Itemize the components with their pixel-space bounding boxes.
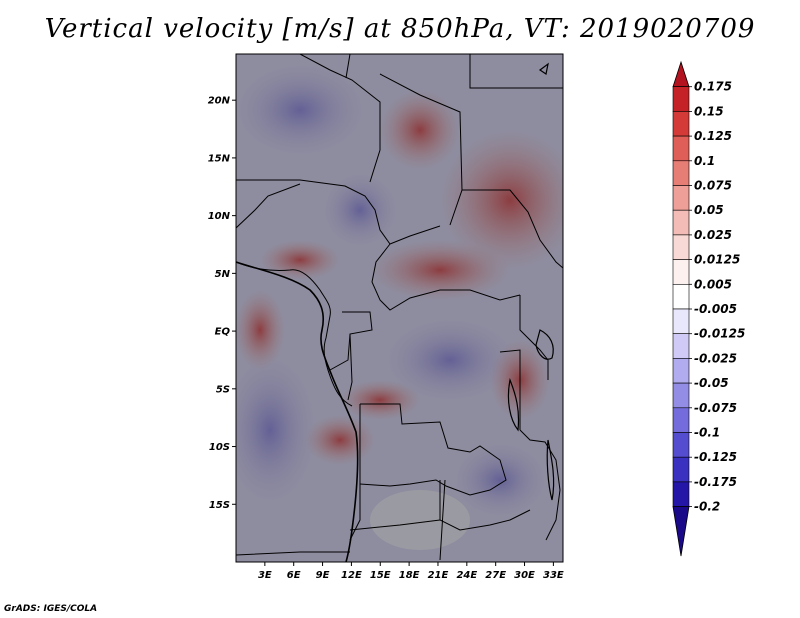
colorbar-label: 0.075 xyxy=(694,179,732,193)
x-tick-label: 30E xyxy=(514,570,535,581)
grads-credit: GrADS: IGES/COLA xyxy=(4,604,98,614)
colorbar-swatch xyxy=(672,234,690,260)
colorbar-swatch xyxy=(672,111,690,137)
colorbar: 0.175 0.15 0.125 0.1 0.075 0.05 0.025 0.0125 0.0… xyxy=(672,60,745,557)
country-borders xyxy=(236,54,563,561)
x-axis: 3E 6E 9E 12E 15E 18E 21E 24E 27E 30E 33E xyxy=(258,562,564,581)
colorbar-swatch xyxy=(672,333,690,359)
x-tick-label: 3E xyxy=(258,570,272,581)
x-tick-label: 21E xyxy=(428,570,449,581)
colorbar-swatch xyxy=(672,160,690,186)
colorbar-swatch xyxy=(672,86,690,112)
colorbar-label: -0.175 xyxy=(694,475,737,489)
plot-frame xyxy=(235,53,564,563)
colorbar-label: 0.1 xyxy=(694,154,715,168)
colorbar-label: -0.0125 xyxy=(694,327,745,341)
colorbar-swatch xyxy=(672,481,690,507)
colorbar-max-arrow xyxy=(672,60,690,88)
colorbar-label: -0.025 xyxy=(694,351,737,365)
colorbar-swatch xyxy=(672,135,690,162)
colorbar-label: 0.005 xyxy=(694,277,732,291)
y-tick-label: 20N xyxy=(208,96,231,107)
y-axis: 20N 15N 10N 5N EQ 5S 10S 15S xyxy=(208,96,236,511)
colorbar-swatch xyxy=(672,456,690,483)
colorbar-label: 0.025 xyxy=(694,228,732,242)
coastline xyxy=(236,261,359,562)
colorbar-min-arrow xyxy=(672,506,690,557)
colorbar-swatch xyxy=(672,308,690,335)
colorbar-label: -0.2 xyxy=(694,500,720,514)
y-tick-label: 5S xyxy=(216,384,230,395)
colorbar-swatch xyxy=(672,432,690,458)
colorbar-label: -0.005 xyxy=(694,302,737,316)
colorbar-swatch xyxy=(672,185,690,211)
x-tick-label: 33E xyxy=(543,570,564,581)
x-tick-label: 18E xyxy=(399,570,420,581)
y-tick-label: 10S xyxy=(209,442,230,453)
colorbar-label: 0.175 xyxy=(694,80,732,94)
colorbar-label: -0.1 xyxy=(694,426,720,440)
colorbar-swatch xyxy=(672,358,690,384)
colorbar-label: 0.0125 xyxy=(694,253,740,267)
colorbar-swatch xyxy=(672,407,690,433)
colorbar-swatch xyxy=(672,382,690,409)
x-tick-label: 9E xyxy=(316,570,330,581)
map-field xyxy=(236,54,563,562)
lakes xyxy=(507,62,555,501)
colorbar-swatch xyxy=(672,283,690,310)
y-tick-label: 15N xyxy=(208,153,231,164)
x-tick-label: 6E xyxy=(287,570,301,581)
colorbar-label: -0.05 xyxy=(694,376,729,390)
y-tick-label: 5N xyxy=(215,269,231,280)
colorbar-swatch xyxy=(672,209,690,236)
chart-title: Vertical velocity [m/s] at 850hPa, VT: 2… xyxy=(44,14,756,44)
colorbar-label: 0.125 xyxy=(694,129,732,143)
y-tick-label: EQ xyxy=(215,327,231,338)
x-tick-label: 15E xyxy=(370,570,391,581)
colorbar-label: 0.05 xyxy=(694,203,724,217)
y-tick-label: 15S xyxy=(209,500,230,511)
colorbar-label: -0.075 xyxy=(694,401,737,415)
colorbar-label: 0.15 xyxy=(694,104,724,118)
x-tick-label: 12E xyxy=(341,570,362,581)
x-tick-label: 24E xyxy=(456,570,477,581)
y-tick-label: 10N xyxy=(208,211,231,222)
x-tick-label: 27E xyxy=(485,570,506,581)
colorbar-swatch xyxy=(672,259,690,285)
colorbar-label: -0.125 xyxy=(694,450,737,464)
